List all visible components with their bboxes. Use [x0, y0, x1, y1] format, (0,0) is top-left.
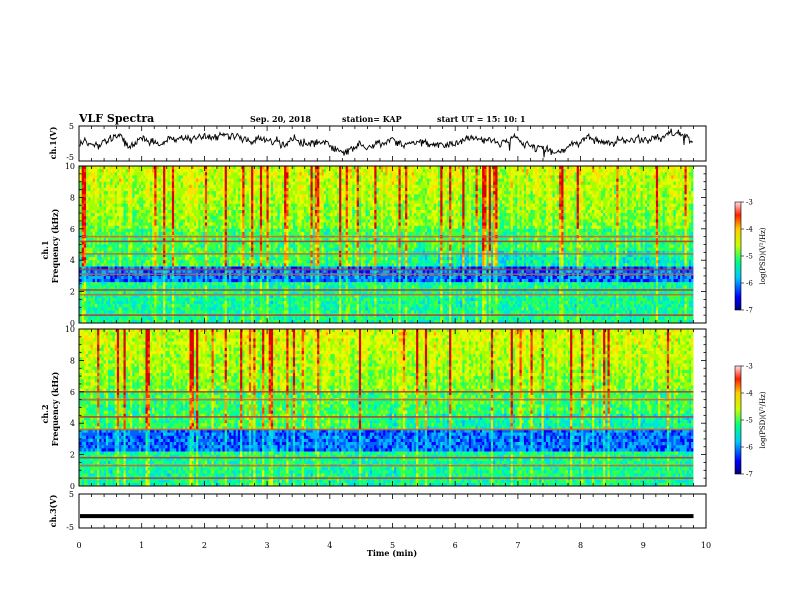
ch3-waveform-ylabel: ch.3(V) [48, 494, 58, 527]
ch2-colorbar-tick: -6 [746, 444, 753, 452]
ch2-spectrogram-band-line [80, 429, 694, 431]
ch1-colorbar-tick: -3 [746, 199, 753, 207]
ch2-spectrogram-ytick: 2 [70, 451, 75, 460]
ch1-spectrogram-ylabel-channel: ch.1 [40, 240, 50, 259]
ch2-colorbar-scale [735, 366, 741, 474]
ch3-ytick-minus5: -5 [66, 523, 74, 532]
ch2-colorbar: -3 -4 -5 -6 -7 log(PSD)(V²/Hz) [735, 363, 767, 479]
ch2-spectrogram-band-line [80, 399, 694, 401]
ch2-spectrogram-ytick: 4 [70, 419, 75, 428]
time-axis-tick: 7 [515, 541, 520, 550]
ch1-spectrogram-ytick: 6 [70, 225, 75, 234]
ch1-spectrogram-band-line [80, 274, 694, 276]
ch1-spectrogram-band-line [80, 289, 694, 291]
ch2-colorbar-tick: -3 [746, 363, 753, 371]
ch1-spectrogram-band-line [80, 314, 694, 316]
ch1-spectrogram-band-line [80, 253, 694, 255]
ch1-colorbar-scale [735, 202, 741, 310]
ch2-spectrogram-ytick: 8 [70, 356, 75, 365]
ch1-colorbar-tick: -7 [746, 307, 753, 315]
ch1-colorbar-label: log(PSD)(V²/Hz) [759, 227, 767, 284]
ch2-spectrogram-ylabel-channel: ch.2 [40, 404, 50, 423]
time-axis-tick: 10 [701, 541, 711, 550]
ch2-spectrogram-band-line [80, 416, 694, 418]
ch2-colorbar-tick: -4 [746, 390, 753, 398]
ch1-spectrogram-ytick: 2 [70, 288, 75, 297]
time-axis-tick: 6 [453, 541, 458, 550]
ch2-spectrogram-ytick: 10 [65, 325, 75, 334]
ch1-ytick-minus5: -5 [66, 153, 74, 162]
ch2-colorbar-tick: -7 [746, 471, 753, 479]
time-axis-tick: 4 [327, 541, 332, 550]
ch1-spectrogram-band-line [80, 269, 694, 271]
ch1-colorbar: -3 -4 -5 -6 -7 log(PSD)(V²/Hz) [735, 199, 767, 315]
ch3-waveform-line [80, 514, 694, 518]
time-axis-tick: 2 [202, 541, 207, 550]
time-axis-tick: 8 [578, 541, 583, 550]
ch1-waveform-ylabel: ch.1(V) [48, 126, 58, 159]
ch1-spectrogram-band-line [80, 236, 694, 238]
time-axis-tick: 3 [265, 541, 270, 550]
ch2-colorbar-tick: -5 [746, 417, 753, 425]
time-axis-tick: 1 [139, 541, 144, 550]
ch3-waveform-panel: 5 -5 ch.3(V) [48, 490, 706, 532]
ch2-spectrogram-ytick: 6 [70, 388, 75, 397]
station-label: station= KAP [342, 114, 402, 124]
ch1-ytick-5: 5 [69, 122, 74, 131]
ch2-spectrogram-band-line [80, 457, 694, 459]
ch1-spectrogram-ytick: 4 [70, 256, 75, 265]
ch1-spectrogram-band-line [80, 241, 694, 243]
start-ut-label: start UT = 15: 10: 1 [437, 114, 526, 124]
ch2-spectrogram-band-line [80, 391, 694, 393]
time-axis-tick: 0 [76, 541, 81, 550]
ch1-spectrogram-ytick: 8 [70, 193, 75, 202]
ch3-ytick-5: 5 [69, 490, 74, 499]
ch1-spectrogram-ytick: 10 [65, 162, 75, 171]
vlf-spectra-figure: VLF Spectra Sep. 20, 2018 station= KAP s… [0, 0, 792, 612]
ch2-spectrogram-band-line [80, 465, 694, 467]
ch2-colorbar-label: log(PSD)(V²/Hz) [759, 391, 767, 448]
ch2-spectrogram-ylabel: Frequency (kHz) [50, 371, 60, 446]
time-axis-tick: 9 [641, 541, 646, 550]
ch2-spectrogram-band-line [80, 477, 694, 479]
ch1-colorbar-tick: -6 [746, 280, 753, 288]
ch1-waveform-line [80, 129, 693, 158]
figure-title: VLF Spectra [78, 112, 154, 125]
ch1-colorbar-tick: -5 [746, 253, 753, 261]
ch1-spectrogram-band-line [80, 294, 694, 296]
ch1-waveform-panel: 5 -5 ch.1(V) [48, 122, 706, 162]
time-axis-label: Time (min) [367, 548, 417, 558]
ch1-spectrogram-ylabel: Frequency (kHz) [50, 208, 60, 283]
ch1-colorbar-tick: -4 [746, 226, 753, 234]
date-label: Sep. 20, 2018 [250, 114, 311, 124]
